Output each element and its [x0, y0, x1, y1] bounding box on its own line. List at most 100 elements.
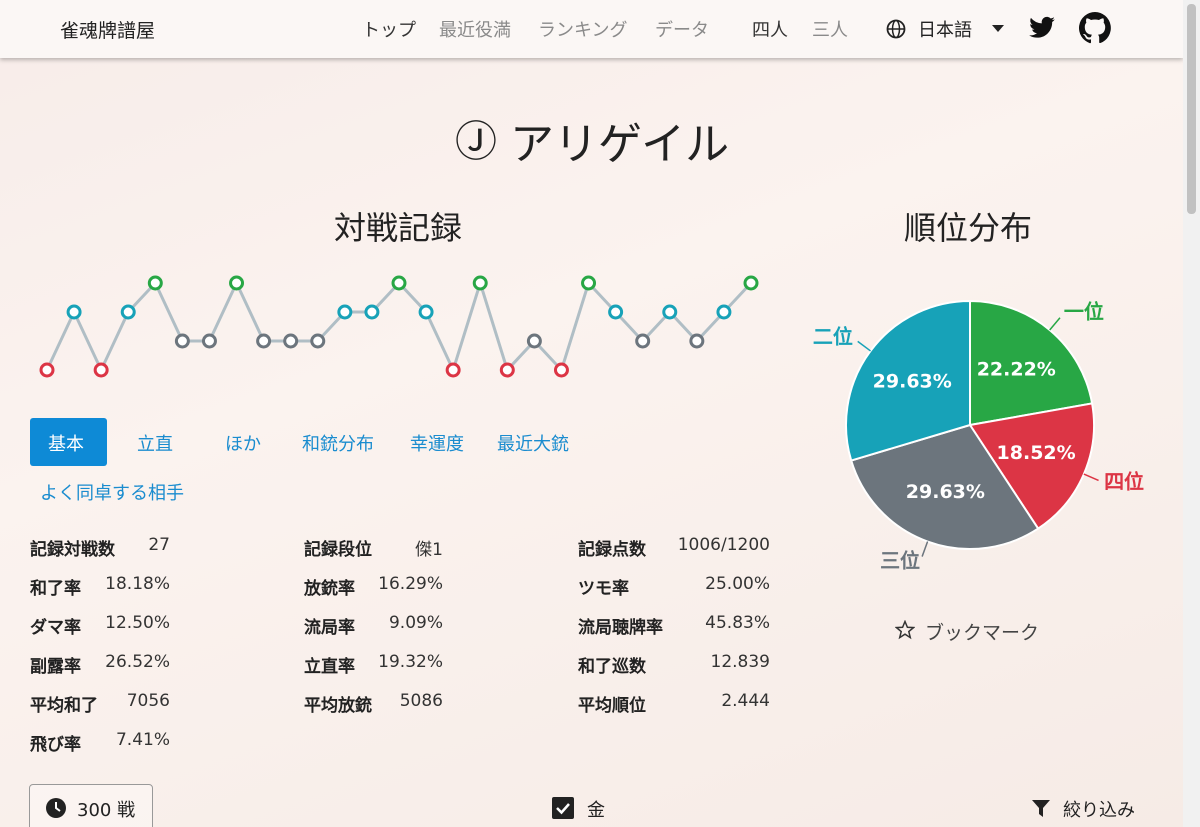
leader-line	[1083, 473, 1099, 482]
rank-point	[418, 304, 434, 320]
stat-label: 放銃率	[304, 579, 355, 599]
stat-label: 流局率	[304, 618, 355, 638]
stat-label: 記録段位	[304, 540, 372, 560]
tab[interactable]: 和銃分布	[302, 434, 374, 455]
mode-link[interactable]: 四人	[752, 20, 788, 41]
nav-link[interactable]: ランキング	[538, 20, 628, 41]
nav-link[interactable]: トップ	[362, 20, 416, 41]
stat-value: 5086	[399, 691, 443, 711]
stat-value: 2.444	[721, 691, 770, 711]
stat-label: 飛び率	[30, 735, 81, 755]
pie-slice	[968, 402, 1095, 530]
stat-label: 和了率	[30, 579, 81, 599]
rank-point	[39, 362, 55, 378]
rank-point	[283, 333, 299, 349]
stat-value: 1006/1200	[677, 535, 770, 555]
filter-icon	[1032, 800, 1050, 817]
tab[interactable]: 基本	[48, 434, 84, 455]
stat-value: 25.00%	[705, 574, 770, 594]
stat-value: 12.50%	[105, 613, 170, 633]
rank-point	[337, 304, 353, 320]
rank-point	[689, 333, 705, 349]
stat-value: 傑1	[415, 540, 443, 560]
stat-label: ダマ率	[30, 618, 81, 638]
leader-line	[1049, 317, 1061, 331]
star-icon[interactable]	[895, 620, 915, 640]
chart-title: 順位分布	[904, 209, 1033, 247]
stat-label: 立直率	[304, 657, 355, 677]
brand[interactable]: 雀魂牌譜屋	[60, 20, 156, 42]
slice-value-label: 29.63%	[873, 371, 952, 393]
stat-value: 27	[148, 535, 170, 555]
slice-label: 四位	[1104, 469, 1144, 493]
rank-line	[45, 277, 753, 375]
tab[interactable]: 最近大銃	[497, 434, 569, 455]
rank-point	[147, 275, 163, 291]
github-icon[interactable]	[1079, 12, 1111, 44]
bookmark[interactable]: ブックマーク	[925, 622, 1040, 644]
scroll-thumb	[1187, 4, 1196, 214]
player-name: アリゲイル	[510, 119, 730, 170]
slice-label: 二位	[813, 324, 853, 348]
clock-icon	[46, 798, 66, 818]
rank-point	[364, 304, 380, 320]
navbar: 雀魂牌譜屋 トップ 最近役満 ランキング データ 四人 三人 日本語	[0, 0, 1183, 58]
rank-point	[174, 333, 190, 349]
leader-line	[921, 541, 929, 557]
tab[interactable]: よく同卓する相手	[40, 483, 184, 504]
stat-label: 和了巡数	[578, 657, 646, 677]
scrollbar	[1183, 0, 1200, 827]
nav-link[interactable]: データ	[655, 20, 709, 41]
rank-point	[93, 362, 109, 378]
rank-point	[229, 275, 245, 291]
rank-point	[201, 333, 217, 349]
stat-value: 16.29%	[378, 574, 443, 594]
rank-point	[310, 333, 326, 349]
tab[interactable]: 立直	[137, 434, 173, 455]
stat-label: 記録点数	[578, 540, 646, 560]
stat-value: 9.09%	[388, 613, 443, 633]
pie-slice	[845, 299, 971, 462]
rank-point	[499, 362, 515, 378]
stat-label: ツモ率	[578, 579, 629, 599]
checkbox-label[interactable]: 金	[587, 800, 605, 821]
rank-point	[391, 275, 407, 291]
rank-point	[662, 304, 678, 320]
pie-slice	[849, 423, 1040, 550]
rank-point	[472, 275, 488, 291]
stat-label: 流局聴牌率	[578, 618, 663, 638]
games-count[interactable]: 300 戦	[77, 800, 136, 821]
stat-value: 45.83%	[705, 613, 770, 633]
stat-label: 平均順位	[578, 696, 646, 716]
rank-point	[608, 304, 624, 320]
stat-value: 7.41%	[115, 730, 170, 750]
slice-value-label: 22.22%	[977, 358, 1056, 380]
rank-pie-chart: 22.22% 一位 18.52% 四位 29.63% 三位 29.63% 二位	[813, 299, 1144, 573]
tab[interactable]: 幸運度	[410, 434, 464, 455]
chart-title: 対戦記録	[334, 209, 463, 247]
nav-link[interactable]: 最近役満	[439, 20, 511, 41]
dropdown-caret[interactable]	[992, 25, 1004, 33]
checkbox[interactable]	[552, 797, 574, 819]
rank-point	[635, 333, 651, 349]
rank-point	[553, 362, 569, 378]
stat-value: 7056	[126, 691, 170, 711]
rank-point	[120, 304, 136, 320]
tab[interactable]: ほか	[225, 434, 261, 455]
slice-label: 三位	[880, 549, 920, 573]
tab-active[interactable]	[30, 418, 107, 466]
stat-label: 副露率	[30, 657, 81, 677]
slice-label: 一位	[1064, 300, 1104, 324]
stat-label: 平均放銃	[304, 696, 372, 716]
rank-point	[66, 304, 82, 320]
twitter-icon[interactable]	[1027, 14, 1057, 42]
mode-link[interactable]: 三人	[812, 20, 848, 41]
stat-label: 記録対戦数	[30, 540, 115, 560]
rank-point	[743, 275, 759, 291]
leader-line	[857, 340, 871, 352]
rank-point	[256, 333, 272, 349]
filter[interactable]: 絞り込み	[1063, 800, 1135, 821]
slice-value-label: 18.52%	[997, 442, 1076, 464]
language-select[interactable]: 日本語	[918, 20, 972, 41]
